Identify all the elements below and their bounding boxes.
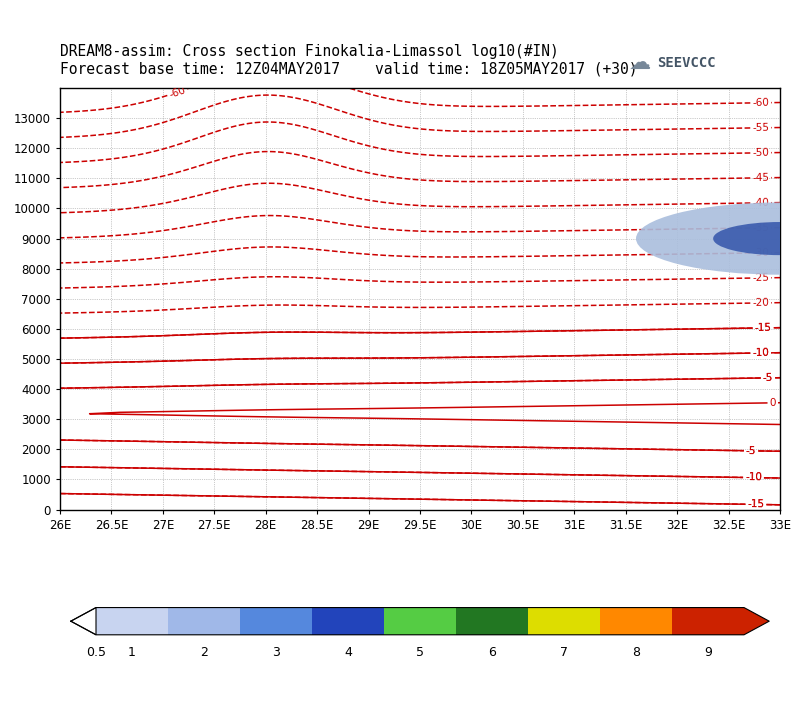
Polygon shape bbox=[96, 608, 168, 635]
Text: ☁: ☁ bbox=[629, 54, 651, 73]
Text: -60: -60 bbox=[752, 98, 770, 108]
Polygon shape bbox=[600, 608, 672, 635]
Text: -35: -35 bbox=[752, 222, 770, 233]
Polygon shape bbox=[672, 608, 744, 635]
Text: -5: -5 bbox=[762, 373, 774, 383]
Text: -5: -5 bbox=[746, 446, 756, 456]
Text: -55: -55 bbox=[752, 122, 770, 133]
Text: -50: -50 bbox=[752, 148, 770, 158]
Text: 0: 0 bbox=[770, 398, 776, 408]
Ellipse shape bbox=[636, 203, 800, 275]
Text: -45: -45 bbox=[752, 172, 770, 183]
Text: -15: -15 bbox=[754, 323, 772, 333]
Text: 4: 4 bbox=[344, 646, 352, 660]
Polygon shape bbox=[744, 608, 769, 635]
Polygon shape bbox=[384, 608, 456, 635]
Text: 2: 2 bbox=[200, 646, 208, 660]
Text: -10: -10 bbox=[745, 472, 762, 483]
Text: -15: -15 bbox=[747, 499, 765, 510]
Text: -15: -15 bbox=[754, 323, 772, 333]
Text: 6: 6 bbox=[488, 646, 496, 660]
Text: -20: -20 bbox=[752, 298, 770, 308]
Text: 8: 8 bbox=[632, 646, 640, 660]
Text: -5: -5 bbox=[746, 446, 756, 456]
Text: DREAM8-assim: Cross section Finokalia-Limassol log10(#IN): DREAM8-assim: Cross section Finokalia-Li… bbox=[60, 44, 558, 59]
Ellipse shape bbox=[713, 222, 800, 255]
Text: SEEVCCC: SEEVCCC bbox=[658, 56, 716, 70]
Text: -25: -25 bbox=[752, 273, 770, 283]
Text: -10: -10 bbox=[752, 348, 770, 358]
Text: 0.5: 0.5 bbox=[86, 646, 106, 660]
Text: -15: -15 bbox=[747, 499, 765, 510]
Text: -10: -10 bbox=[752, 348, 770, 358]
Text: 9: 9 bbox=[704, 646, 712, 660]
Text: -60: -60 bbox=[168, 84, 186, 100]
Text: 3: 3 bbox=[272, 646, 280, 660]
Text: 7: 7 bbox=[560, 646, 568, 660]
Text: 1: 1 bbox=[128, 646, 136, 660]
Text: 5: 5 bbox=[416, 646, 424, 660]
Text: Forecast base time: 12Z04MAY2017    valid time: 18Z05MAY2017 (+30): Forecast base time: 12Z04MAY2017 valid t… bbox=[60, 62, 638, 77]
Polygon shape bbox=[168, 608, 240, 635]
Text: -5: -5 bbox=[762, 373, 774, 383]
Polygon shape bbox=[528, 608, 600, 635]
Text: -10: -10 bbox=[745, 472, 762, 483]
Polygon shape bbox=[240, 608, 312, 635]
Text: -30: -30 bbox=[752, 248, 770, 258]
Polygon shape bbox=[312, 608, 384, 635]
Polygon shape bbox=[70, 608, 96, 635]
Text: -40: -40 bbox=[752, 198, 770, 208]
Polygon shape bbox=[456, 608, 528, 635]
